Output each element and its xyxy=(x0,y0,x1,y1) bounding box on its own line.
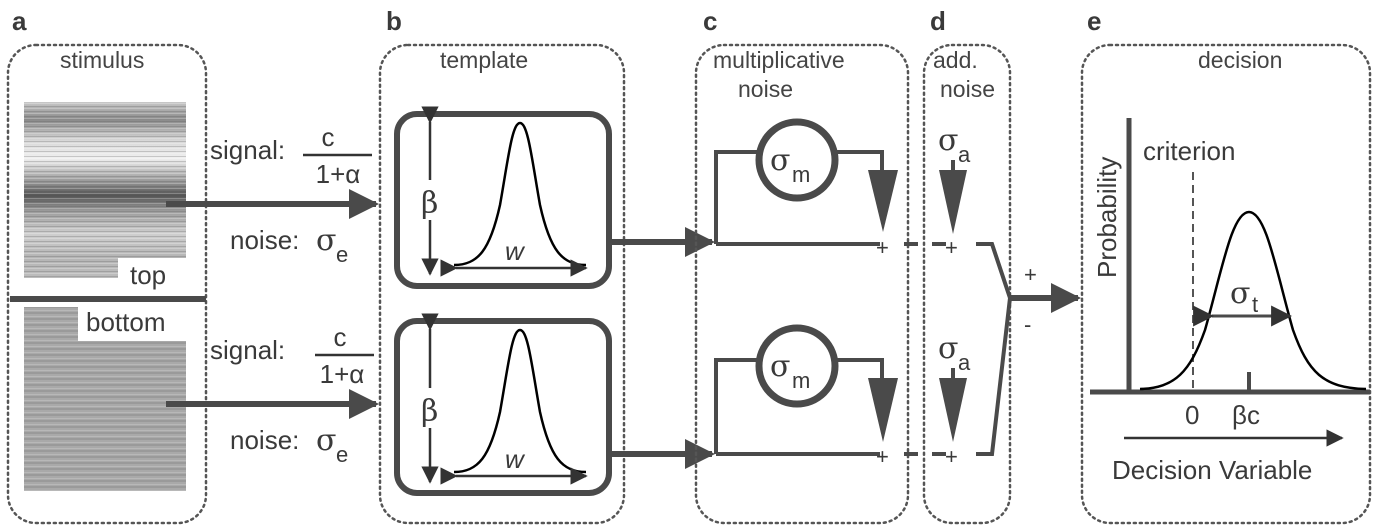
beta-label-bottom: β xyxy=(421,394,438,429)
sigma-e-top: σ xyxy=(316,223,336,258)
sigma-a-sub-top: a xyxy=(958,142,971,167)
combiner-minus: - xyxy=(1024,312,1031,337)
panel-letter-e: e xyxy=(1087,6,1101,36)
sigma-t-sub: t xyxy=(1252,292,1258,317)
signal-numerator-bottom: c xyxy=(334,322,347,352)
panel-letter-c: c xyxy=(703,6,717,36)
panel-a-border xyxy=(6,43,208,525)
plus-sign: + xyxy=(876,235,889,260)
multiplicative-title-1: multiplicative xyxy=(713,47,845,73)
noise-injection-arrow xyxy=(868,170,898,232)
panel-letter-b: b xyxy=(386,6,402,36)
combiner-plus: + xyxy=(1024,262,1037,287)
noise-label-bottom: noise: xyxy=(230,425,299,455)
panel-b: b template β w β w xyxy=(378,6,626,525)
panel-b-border xyxy=(378,43,626,525)
criterion-label: criterion xyxy=(1143,136,1235,166)
signal-label-top: signal: xyxy=(210,135,285,165)
signal-numerator-top: c xyxy=(322,122,335,152)
gaussian-template-top xyxy=(453,121,587,267)
sigma-a-top: σ xyxy=(938,123,958,158)
signal-denominator-bottom: 1+α xyxy=(320,359,365,389)
stimulus-top-label: top xyxy=(130,260,166,290)
template-title: template xyxy=(440,47,528,73)
noise-label-top: noise: xyxy=(230,225,299,255)
additive-noise-arrow xyxy=(939,170,967,234)
add-noise-title-2: noise xyxy=(940,76,995,102)
panel-e-border xyxy=(1080,43,1372,525)
sigma-e-sub-bottom: e xyxy=(336,442,348,467)
sigma-a-bottom: σ xyxy=(938,331,958,366)
w-label-top: w xyxy=(505,236,526,266)
noise-injection-arrow xyxy=(868,378,898,442)
sigma-m-sub-top: m xyxy=(792,162,810,187)
panel-a: a stimulus top bottom xyxy=(6,6,208,525)
beta-label-top: β xyxy=(421,186,438,221)
plus-sign: + xyxy=(945,444,958,469)
signal-denominator-top: 1+α xyxy=(316,159,361,189)
gaussian-template-bottom xyxy=(453,328,587,474)
sigma-e-sub-top: e xyxy=(336,242,348,267)
sigma-m-bottom: σ xyxy=(770,349,790,384)
decision-distribution-curve xyxy=(1139,210,1367,391)
y-axis-label: Probability xyxy=(1092,157,1122,278)
decision-title: decision xyxy=(1198,47,1282,73)
template-top-box xyxy=(394,111,612,289)
panel-e: e decision Probability criterion σ t 0 β… xyxy=(1080,6,1372,525)
signal-label-bottom: signal: xyxy=(210,335,285,365)
template-bottom-box xyxy=(394,318,612,496)
multiplicative-noise-node-bottom xyxy=(755,324,839,408)
stimulus-arrows: signal: c 1+α noise: σ e signal: c 1+α n… xyxy=(166,122,379,467)
plus-sign: + xyxy=(945,235,958,260)
sigma-e-bottom: σ xyxy=(316,423,336,458)
difference-combiner: + - xyxy=(976,242,1081,456)
stimulus-bottom-label: bottom xyxy=(86,307,166,337)
sigma-a-sub-bottom: a xyxy=(958,350,971,375)
panel-d-border xyxy=(922,43,1012,525)
panel-c-border xyxy=(694,43,910,525)
multiplicative-title-2: noise xyxy=(738,76,793,102)
tick-zero-label: 0 xyxy=(1185,400,1199,430)
tick-beta-c-label: βc xyxy=(1232,400,1260,430)
add-noise-title-1: add. xyxy=(933,47,978,73)
plus-sign: + xyxy=(876,444,889,469)
panel-letter-a: a xyxy=(12,6,27,36)
panel-d: d add. noise σ a + σ a + xyxy=(922,6,1012,525)
x-axis-label: Decision Variable xyxy=(1112,455,1312,485)
w-label-bottom: w xyxy=(505,444,526,474)
sigma-m-top: σ xyxy=(770,143,790,178)
multiplicative-noise-node-top xyxy=(755,118,839,202)
additive-noise-arrow xyxy=(939,378,967,442)
panel-letter-d: d xyxy=(930,6,946,36)
stimulus-title: stimulus xyxy=(60,47,144,73)
sigma-t-label: σ xyxy=(1230,276,1250,311)
sigma-m-sub-bottom: m xyxy=(792,368,810,393)
panel-c: c multiplicative noise σ m + σ m + xyxy=(694,6,910,525)
